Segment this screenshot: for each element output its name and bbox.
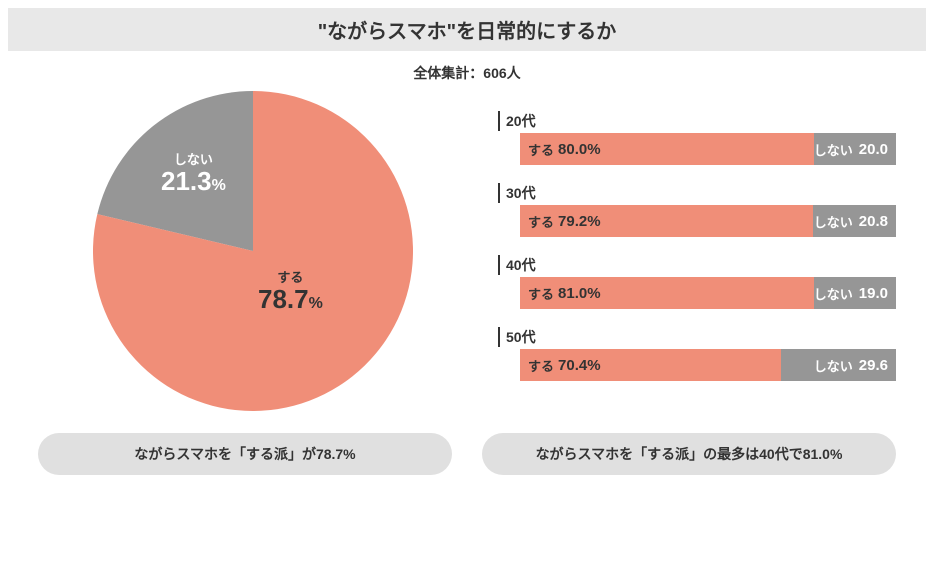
pie-panel: しない 21.3% する 78.7% xyxy=(38,91,468,411)
subtitle: 全体集計：606人 xyxy=(8,63,926,83)
bars-panel: 20代する 80.0%しない20.030代する 79.2%しない20.840代す… xyxy=(498,91,896,411)
bar-segment-no: しない 29.6 xyxy=(781,349,896,381)
pie-yes-name: する xyxy=(258,271,323,285)
bar-no-label: しない xyxy=(814,284,853,303)
age-group: 20代する 80.0%しない20.0 xyxy=(498,111,896,165)
caption-right: ながらスマホを「する派」の最多は40代で81.0% xyxy=(482,433,896,475)
bar-no-label: しない xyxy=(814,212,853,231)
pie-chart: しない 21.3% する 78.7% xyxy=(93,91,413,411)
bar-no-label: しない xyxy=(814,356,853,375)
bar-segment-no: しない 19.0 xyxy=(814,277,896,309)
bar-yes-label: する xyxy=(528,284,554,303)
stacked-bar: する 80.0%しない20.0 xyxy=(498,133,896,165)
pie-label-no: しない 21.3% xyxy=(161,153,226,196)
bar-no-value: 20.8 xyxy=(859,213,888,230)
bar-segment-no: しない 20.0 xyxy=(814,133,896,165)
bar-no-value: 20.0 xyxy=(859,141,888,158)
bar-yes-value: 79.2% xyxy=(558,213,601,230)
caption-left: ながらスマホを「する派」が78.7% xyxy=(38,433,452,475)
bar-segment-yes: する 70.4% xyxy=(520,349,781,381)
content-area: しない 21.3% する 78.7% 20代する 80.0%しない20.030代… xyxy=(8,91,926,411)
page-title: "ながらスマホ"を日常的にするか xyxy=(8,8,926,51)
age-label: 50代 xyxy=(498,327,896,347)
stacked-bar: する 79.2%しない20.8 xyxy=(498,205,896,237)
bar-segment-no: しない 20.8 xyxy=(813,205,896,237)
age-group: 30代する 79.2%しない20.8 xyxy=(498,183,896,237)
age-label: 40代 xyxy=(498,255,896,275)
bar-yes-value: 81.0% xyxy=(558,285,601,302)
age-label: 20代 xyxy=(498,111,896,131)
pie-yes-value: 78.7 xyxy=(258,284,309,314)
bar-segment-yes: する 81.0% xyxy=(520,277,814,309)
bar-segment-yes: する 80.0% xyxy=(520,133,814,165)
bar-yes-label: する xyxy=(528,356,554,375)
bar-yes-value: 70.4% xyxy=(558,357,601,374)
bar-no-label: しない xyxy=(814,140,853,159)
age-group: 50代する 70.4%しない29.6 xyxy=(498,327,896,381)
pie-label-yes: する 78.7% xyxy=(258,271,323,314)
bar-yes-value: 80.0% xyxy=(558,141,601,158)
stacked-bar: する 81.0%しない19.0 xyxy=(498,277,896,309)
stacked-bar: する 70.4% しない 29.6 xyxy=(498,349,896,381)
pie-no-value: 21.3 xyxy=(161,166,212,196)
bar-no-value: 19.0 xyxy=(859,285,888,302)
age-label: 30代 xyxy=(498,183,896,203)
bar-no-value: 29.6 xyxy=(859,357,888,374)
bar-yes-label: する xyxy=(528,212,554,231)
age-group: 40代する 81.0%しない19.0 xyxy=(498,255,896,309)
captions-row: ながらスマホを「する派」が78.7% ながらスマホを「する派」の最多は40代で8… xyxy=(8,433,926,475)
pie-no-name: しない xyxy=(161,153,226,167)
bar-yes-label: する xyxy=(528,140,554,159)
bar-segment-yes: する 79.2% xyxy=(520,205,813,237)
